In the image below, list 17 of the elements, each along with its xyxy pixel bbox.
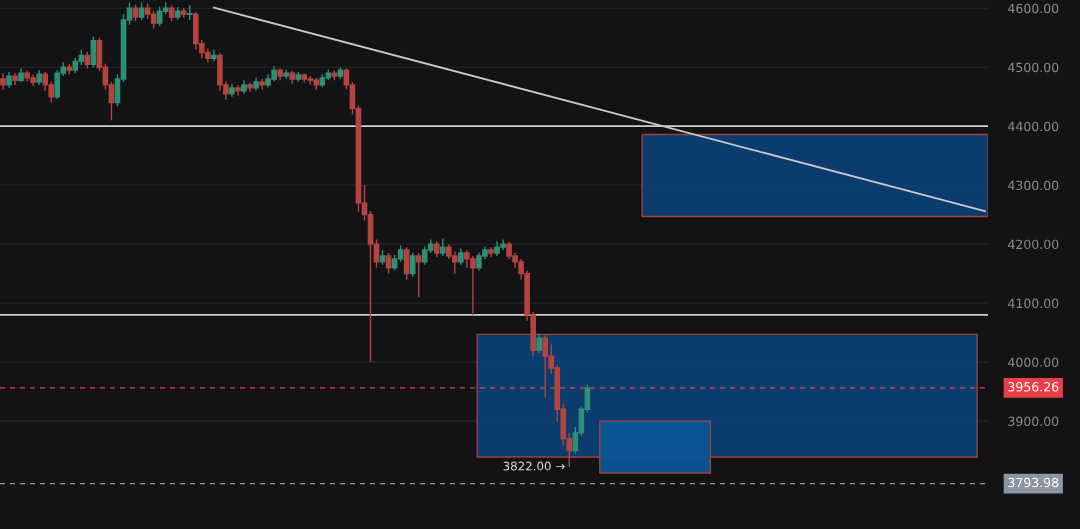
candlestick (90, 35, 97, 68)
y-tick-label: 4500.00 (1008, 62, 1059, 73)
y-tick-label: 4000.00 (1008, 357, 1059, 368)
y-tick-label: 4100.00 (1008, 298, 1059, 309)
candlestick (385, 252, 392, 275)
y-tick-label: 4600.00 (1008, 3, 1059, 14)
ref-line-label: 3793.98 (1008, 477, 1059, 488)
candlestick (403, 246, 410, 281)
annotation: 3822.00 → (503, 461, 565, 471)
y-tick-label: 4400.00 (1008, 121, 1059, 132)
candlestick (536, 333, 542, 354)
candlestick (409, 251, 416, 278)
y-tick-label: 3900.00 (1008, 416, 1059, 426)
y-tick-label: 4300.00 (1008, 180, 1059, 191)
ref-line-label: 3956.26 (1008, 382, 1059, 392)
y-tick-label: 4200.00 (1008, 239, 1059, 250)
candlestick (415, 252, 422, 298)
